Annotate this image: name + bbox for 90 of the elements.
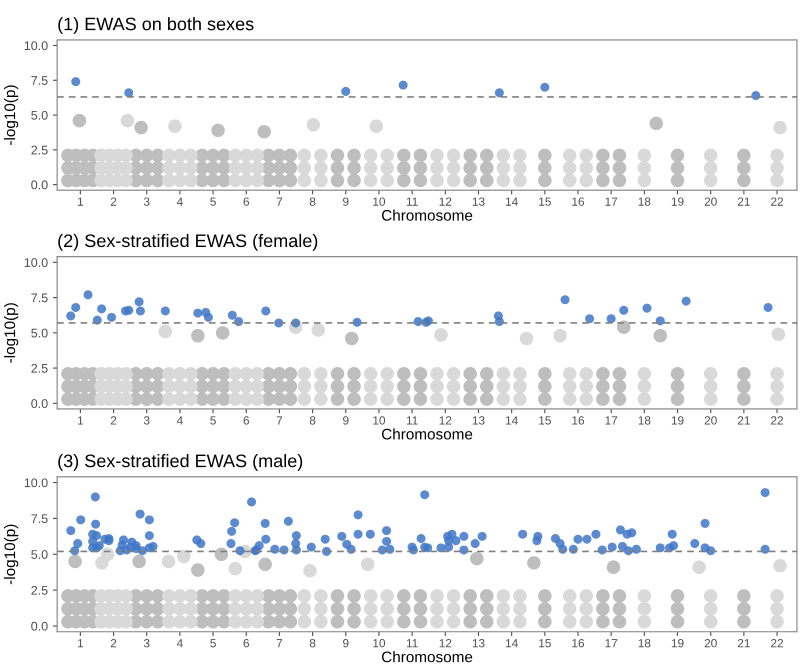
y-tick-label: 0.0 — [31, 399, 48, 408]
x-tick-label: 11 — [406, 639, 418, 648]
x-tick-label: 1 — [78, 416, 84, 424]
x-axis-title: Chromosome — [382, 210, 472, 221]
x-tick-label: 17 — [606, 198, 618, 206]
x-tick-label: 12 — [440, 197, 452, 206]
y-tick-label: 5.0 — [31, 328, 48, 338]
x-tick-label: 4 — [176, 639, 183, 648]
x-tick-label: 4 — [176, 198, 183, 206]
x-tick-label: 10 — [373, 197, 386, 206]
x-tick-label: 4 — [176, 416, 183, 424]
x-tick-label: 10 — [373, 416, 386, 425]
y-tick-label: 0.0 — [31, 180, 48, 190]
x-tick-label: 10 — [373, 639, 386, 648]
x-tick-label: 8 — [310, 639, 316, 648]
y-axis-title: -log10(p) — [4, 303, 18, 363]
x-tick-label: 21 — [738, 416, 750, 424]
x-tick-label: 20 — [704, 639, 717, 648]
x-tick-label: 6 — [244, 197, 250, 206]
x-tick-label: 20 — [704, 197, 717, 206]
x-tick-label: 13 — [472, 416, 485, 425]
y-tick-label: 7.5 — [31, 294, 48, 302]
x-tick-label: 3 — [144, 197, 150, 206]
x-tick-label: 7 — [276, 198, 282, 206]
x-tick-label: 22 — [771, 197, 784, 206]
x-tick-label: 17 — [606, 416, 618, 424]
y-tick-label: 5.0 — [31, 110, 48, 120]
y-tick-label: 2.5 — [31, 586, 48, 595]
x-tick-label: 12 — [440, 639, 452, 648]
x-tick-label: 19 — [672, 197, 684, 206]
x-tick-label: 9 — [343, 197, 348, 206]
x-tick-label: 6 — [244, 416, 250, 425]
y-tick-label: 2.5 — [31, 364, 48, 373]
x-tick-label: 7 — [276, 639, 282, 648]
y-axis-title: -log10(p) — [4, 524, 18, 584]
y-tick-label: 5.0 — [31, 550, 48, 559]
x-tick-label: 2 — [110, 639, 116, 648]
x-tick-label: 14 — [506, 639, 518, 648]
y-tick-label: 2.5 — [31, 146, 48, 154]
x-tick-label: 15 — [539, 639, 551, 648]
x-tick-label: 16 — [572, 416, 584, 425]
x-tick-label: 2 — [110, 416, 116, 424]
x-tick-label: 15 — [539, 198, 551, 206]
x-tick-label: 11 — [406, 416, 418, 424]
y-tick-label: 7.5 — [31, 514, 48, 524]
y-tick-label: 0.0 — [31, 622, 48, 631]
x-tick-label: 8 — [310, 197, 316, 206]
chart-title: (3) Sex-stratified EWAS (male) — [58, 454, 302, 471]
x-tick-label: 2 — [110, 197, 116, 206]
x-tick-label: 18 — [638, 416, 650, 425]
x-tick-label: 9 — [343, 416, 348, 425]
y-tick-label: 10.0 — [24, 41, 48, 50]
x-tick-label: 18 — [638, 639, 650, 648]
x-tick-label: 7 — [276, 416, 282, 424]
x-axis-title: Chromosome — [382, 428, 472, 440]
x-tick-label: 22 — [771, 416, 784, 424]
chart-title: (1) EWAS on both sexes — [58, 17, 254, 34]
x-axis-title: Chromosome — [382, 651, 472, 662]
y-tick-label: 10.0 — [24, 258, 48, 267]
chart-title: (2) Sex-stratified EWAS (female) — [58, 234, 318, 251]
x-tick-label: 12 — [440, 416, 452, 424]
x-tick-label: 17 — [606, 639, 618, 648]
x-tick-label: 14 — [506, 416, 518, 424]
x-tick-label: 21 — [738, 197, 750, 206]
x-tick-label: 18 — [638, 197, 650, 206]
x-tick-label: 22 — [771, 639, 784, 648]
x-tick-label: 21 — [738, 639, 750, 648]
x-tick-label: 15 — [539, 416, 551, 425]
x-tick-label: 16 — [572, 639, 584, 648]
y-tick-label: 10.0 — [24, 478, 48, 488]
x-tick-label: 3 — [144, 639, 150, 648]
x-tick-label: 13 — [472, 639, 485, 648]
x-tick-label: 6 — [244, 639, 250, 648]
x-tick-label: 3 — [144, 416, 150, 425]
x-tick-label: 19 — [672, 639, 684, 648]
y-tick-label: 7.5 — [31, 76, 48, 85]
x-tick-label: 1 — [78, 639, 84, 648]
y-axis-title: -log10(p) — [4, 85, 18, 145]
x-tick-label: 20 — [704, 416, 717, 425]
x-tick-label: 11 — [406, 198, 418, 206]
x-tick-label: 13 — [472, 197, 485, 206]
x-tick-label: 9 — [343, 639, 348, 648]
x-tick-label: 1 — [78, 198, 84, 206]
x-tick-label: 14 — [506, 198, 518, 206]
x-tick-label: 5 — [210, 416, 216, 425]
x-tick-label: 16 — [572, 197, 584, 206]
x-tick-label: 5 — [210, 198, 216, 206]
x-tick-label: 5 — [210, 639, 216, 648]
x-tick-label: 8 — [310, 416, 316, 425]
x-tick-label: 19 — [672, 416, 684, 425]
